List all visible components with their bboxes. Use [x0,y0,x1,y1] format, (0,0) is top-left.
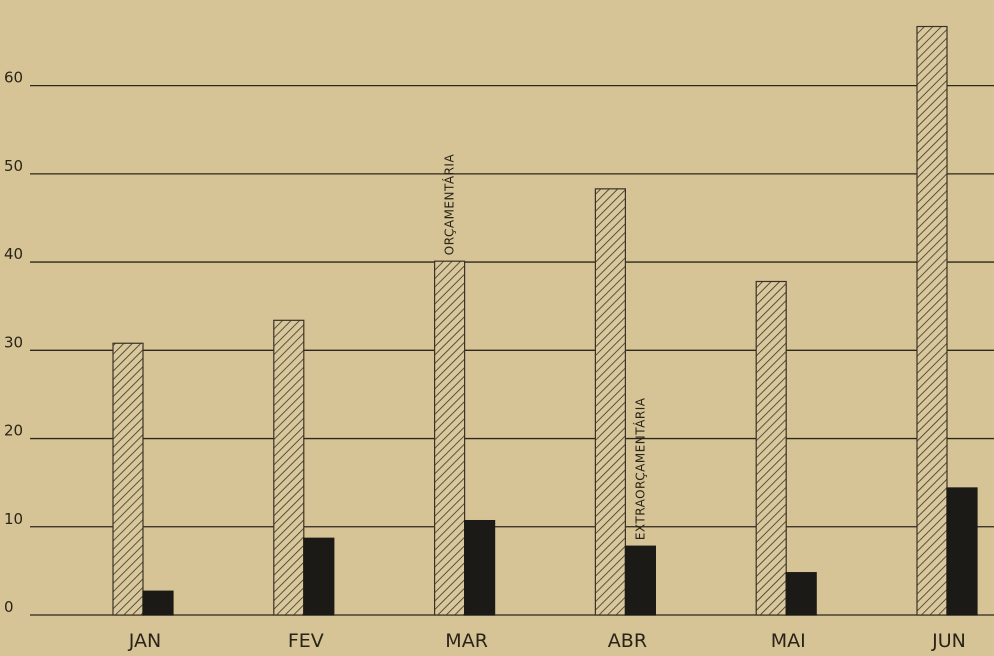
bar [303,537,335,616]
bar [946,487,978,616]
bar [785,572,817,616]
bar [142,590,174,616]
bar [464,519,496,616]
y-tick-label: 0 [4,598,14,616]
bar [755,280,787,616]
bar [112,342,144,616]
series-label: ORÇAMENTÁRIA [442,154,457,256]
y-tick-label: 40 [4,245,23,263]
bar [273,319,305,616]
series-label: EXTRAORÇAMENTÁRIA [632,397,647,540]
y-tick-label: 10 [4,510,23,528]
y-tick-label: 50 [4,157,23,175]
x-tick-label: MAI [771,630,806,652]
y-tick-label: 60 [4,69,23,87]
x-tick-label: ABR [608,630,647,652]
y-tick-label: 20 [4,422,23,440]
bar [434,260,466,616]
bar [916,25,948,616]
y-tick-label: 30 [4,333,23,351]
x-tick-label: JUN [931,630,966,652]
x-tick-label: MAR [445,630,488,652]
x-tick-label: FEV [288,630,324,652]
bar [624,545,657,616]
bar [594,188,627,616]
x-tick-label: JAN [128,630,161,652]
